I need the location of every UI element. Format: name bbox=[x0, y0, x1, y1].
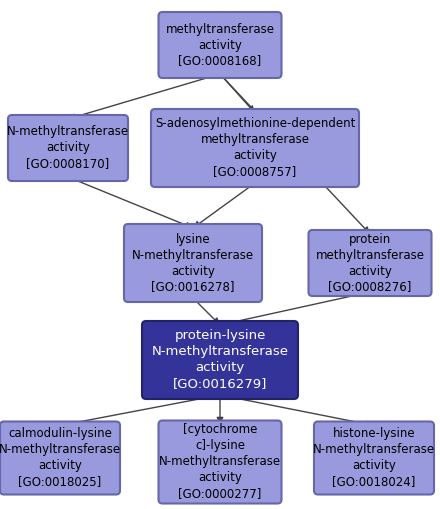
Text: N-methyltransferase
activity
[GO:0008170]: N-methyltransferase activity [GO:0008170… bbox=[7, 126, 129, 171]
Text: calmodulin-lysine
N-methyltransferase
activity
[GO:0018025]: calmodulin-lysine N-methyltransferase ac… bbox=[0, 428, 121, 489]
Text: protein
methyltransferase
activity
[GO:0008276]: protein methyltransferase activity [GO:0… bbox=[315, 233, 425, 294]
FancyBboxPatch shape bbox=[314, 421, 434, 495]
FancyBboxPatch shape bbox=[124, 224, 262, 302]
FancyBboxPatch shape bbox=[8, 115, 128, 181]
Text: [cytochrome
c]-lysine
N-methyltransferase
activity
[GO:0000277]: [cytochrome c]-lysine N-methyltransferas… bbox=[159, 423, 281, 500]
Text: lysine
N-methyltransferase
activity
[GO:0016278]: lysine N-methyltransferase activity [GO:… bbox=[132, 233, 254, 294]
Text: S-adenosylmethionine-dependent
methyltransferase
activity
[GO:0008757]: S-adenosylmethionine-dependent methyltra… bbox=[155, 118, 355, 179]
Text: histone-lysine
N-methyltransferase
activity
[GO:0018024]: histone-lysine N-methyltransferase activ… bbox=[313, 428, 435, 489]
Text: protein-lysine
N-methyltransferase
activity
[GO:0016279]: protein-lysine N-methyltransferase activ… bbox=[151, 329, 289, 390]
FancyBboxPatch shape bbox=[308, 230, 432, 296]
Text: methyltransferase
activity
[GO:0008168]: methyltransferase activity [GO:0008168] bbox=[165, 22, 275, 68]
FancyBboxPatch shape bbox=[158, 12, 282, 78]
FancyBboxPatch shape bbox=[142, 321, 298, 399]
FancyBboxPatch shape bbox=[151, 109, 359, 187]
FancyBboxPatch shape bbox=[0, 421, 120, 495]
FancyBboxPatch shape bbox=[158, 420, 282, 503]
